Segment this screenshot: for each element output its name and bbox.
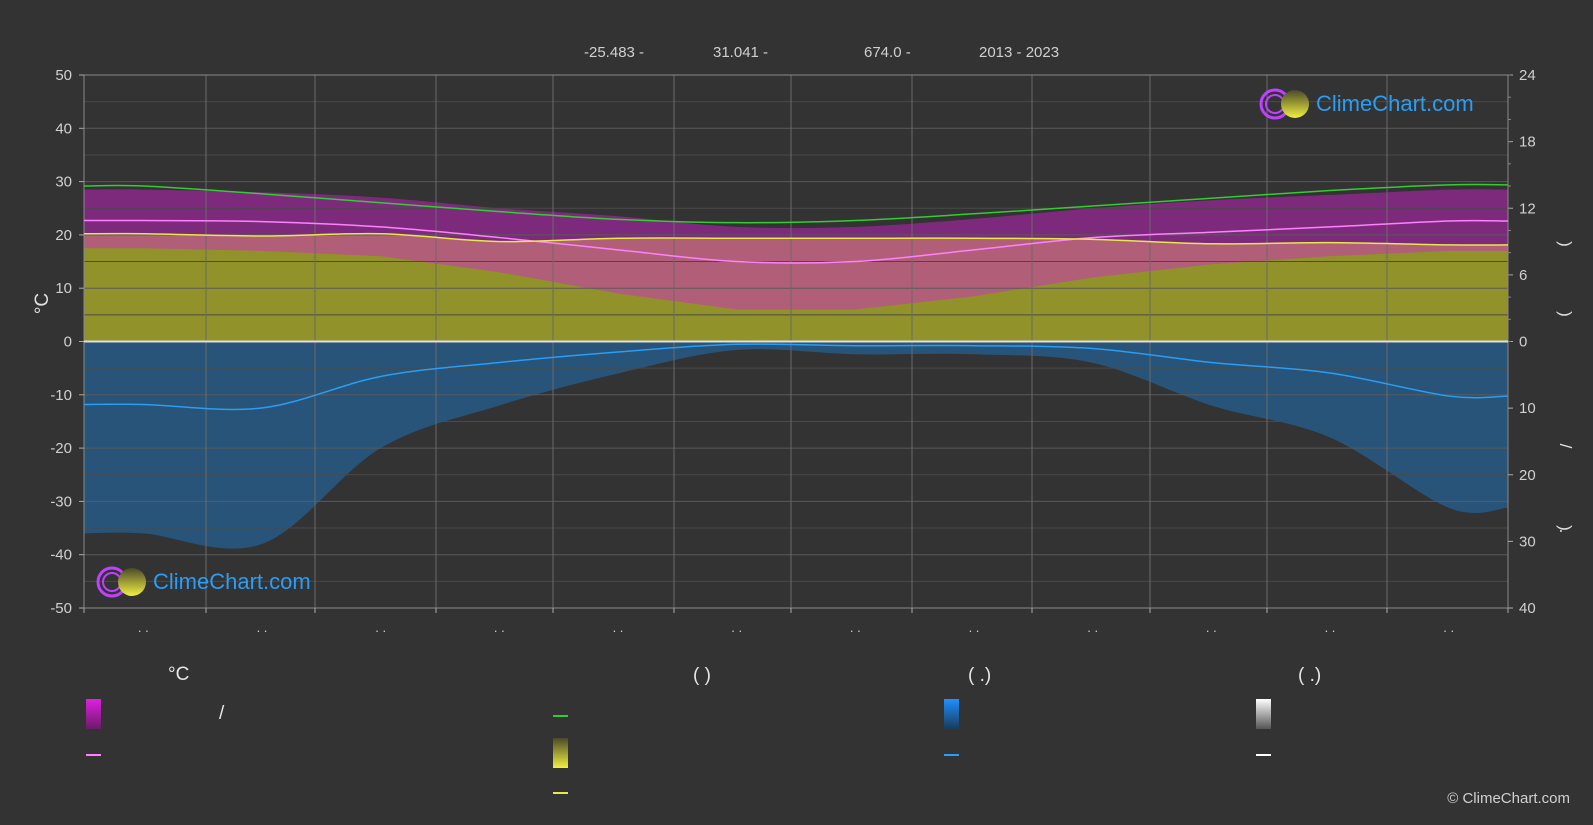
y-right-bottom-tick-label: 40 (1519, 600, 1536, 617)
rain-area (84, 341, 1508, 549)
legend-snow-mean-swatch (1256, 754, 1271, 756)
y-left-tick-label: -30 (50, 493, 72, 510)
climechart-logo-icon (1258, 87, 1314, 121)
copyright-text: © ClimeChart.com (1447, 790, 1570, 807)
temp-range-band (84, 189, 1508, 310)
longitude-text: 31.041 - (713, 44, 769, 61)
legend-rain-title: ( .) (968, 665, 992, 686)
y-left-tick-label: 30 (55, 174, 72, 191)
x-tick-label: . . (257, 620, 268, 635)
y-left-tick-label: 20 (55, 227, 72, 244)
years-text: 2013 - 2023 (979, 44, 1060, 61)
y-left-tick-label: 10 (55, 280, 72, 297)
y-left-tick-label: 0 (64, 334, 72, 351)
y-left-tick-label: -50 (50, 600, 72, 617)
y-right-axis-glyph: ) (1556, 241, 1575, 247)
logo-bottom[interactable]: ClimeChart.com (95, 565, 311, 599)
temp-mean-line (83, 219, 1509, 264)
y-left-tick-label: -10 (50, 387, 72, 404)
legend-temp-mean-swatch (86, 754, 101, 756)
y-right-axis-glyph: . (1556, 529, 1575, 534)
x-tick-label: . . (1087, 620, 1098, 635)
daylight-line (83, 183, 1509, 224)
logo-text: ClimeChart.com (1316, 91, 1474, 116)
x-tick-label: . . (613, 620, 624, 635)
x-tick-label: . . (494, 620, 505, 635)
climechart-logo-icon (95, 565, 151, 599)
x-tick-label: . . (850, 620, 861, 635)
legend-snow-swatch (1256, 699, 1271, 729)
y-right-top-tick-label: 24 (1519, 67, 1536, 84)
legend-temp-range-swatch (86, 699, 101, 729)
legend-temp-title: °C (168, 664, 190, 685)
legend-sunshine-swatch (553, 738, 568, 768)
y-right-bottom-tick-label: 30 (1519, 533, 1536, 550)
rain-mean-line (83, 343, 1509, 411)
x-tick-label: . . (138, 620, 149, 635)
legend-rain-swatch (944, 699, 959, 729)
x-tick-label: . . (969, 620, 980, 635)
logo-text: ClimeChart.com (153, 569, 311, 594)
y-right-top-tick-label: 18 (1519, 134, 1536, 151)
y-right-axis-glyph: ) (1556, 525, 1575, 531)
y-right-top-tick-label: 6 (1519, 267, 1527, 284)
latitude-text: -25.483 - (584, 44, 645, 61)
x-tick-label: . . (731, 620, 742, 635)
sunshine-line (83, 232, 1509, 246)
x-tick-label: . . (1325, 620, 1336, 635)
legend-sunshine-mean-swatch (553, 792, 568, 794)
legend-snow-title: ( .) (1298, 665, 1322, 686)
y-right-bottom-tick-label: 10 (1519, 400, 1536, 417)
y-left-tick-label: -20 (50, 440, 72, 457)
legend-rain-mean-swatch (944, 754, 959, 756)
y-left-axis-label: °C (32, 293, 53, 314)
legend-temp-range-slash: / (219, 703, 225, 724)
y-right-bottom-tick-label: 20 (1519, 467, 1536, 484)
logo-top[interactable]: ClimeChart.com (1258, 87, 1474, 121)
y-right-top-tick-label: 0 (1519, 334, 1527, 351)
x-tick-label: . . (1443, 620, 1454, 635)
legend-daylight-swatch (553, 715, 568, 717)
legend-sun-title: ( ) (693, 665, 711, 686)
y-right-top-tick-label: 12 (1519, 200, 1536, 217)
elevation-text: 674.0 - (864, 44, 911, 61)
y-right-axis-glyph: ) (1556, 311, 1575, 317)
x-tick-label: . . (375, 620, 386, 635)
y-left-tick-label: 40 (55, 120, 72, 137)
x-tick-label: . . (1206, 620, 1217, 635)
y-right-axis-glyph: / (1556, 444, 1575, 449)
y-left-tick-label: -40 (50, 547, 72, 564)
y-left-tick-label: 50 (55, 67, 72, 84)
